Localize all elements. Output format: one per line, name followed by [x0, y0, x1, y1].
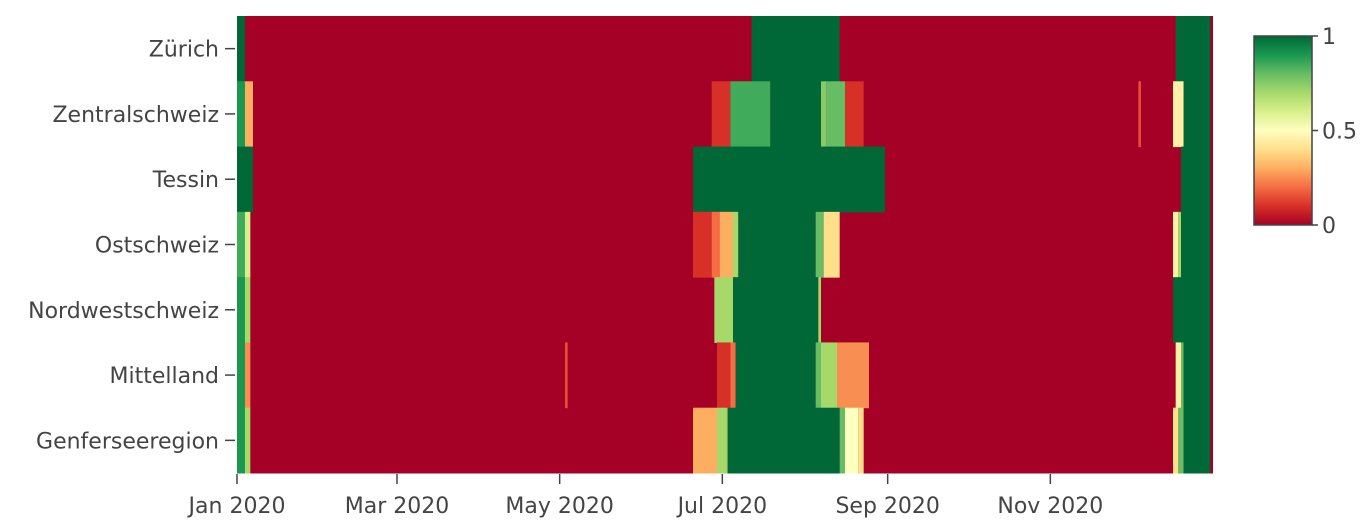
- heatmap-cell: [693, 407, 717, 474]
- heatmap-cell: [693, 211, 712, 278]
- y-tick-label: Nordwestschweiz: [28, 299, 219, 324]
- x-tick-label: Mar 2020: [345, 494, 450, 519]
- heatmap-cell: [714, 277, 733, 343]
- heatmap-cell: [858, 407, 864, 474]
- y-tick-label: Ostschweiz: [95, 234, 219, 259]
- heatmap-cell: [237, 16, 245, 82]
- y-tick-label: Mittelland: [110, 364, 220, 389]
- heatmap-cell: [730, 81, 771, 148]
- heatmap-cell: [717, 407, 728, 474]
- heatmap-cell: [565, 342, 568, 409]
- heatmap-cell: [839, 407, 845, 474]
- heatmap-cell: [711, 211, 720, 278]
- x-tick-label: Jan 2020: [187, 494, 286, 519]
- heatmap-row-zrich: [237, 16, 1213, 82]
- heatmap-cell: [245, 211, 251, 278]
- heatmap-cell: [719, 211, 733, 278]
- heatmap-cell: [1181, 211, 1211, 278]
- heatmap-cell: [1183, 342, 1211, 409]
- x-axis: Jan 2020 Mar 2020 May 2020 Jul 2020 Sep 2020…: [187, 474, 1103, 519]
- y-tick-label: Genferseeregion: [36, 429, 219, 454]
- heatmap-cell: [1183, 81, 1211, 148]
- colorbar-tick-label: 0.5: [1322, 120, 1357, 145]
- colorbar: 00.51: [1253, 25, 1357, 239]
- x-tick-label: Nov 2020: [997, 494, 1103, 519]
- heatmap-cell: [1178, 211, 1181, 278]
- y-tick-label: Tessin: [152, 168, 219, 193]
- heatmap-cell: [733, 277, 819, 343]
- heatmap-cell: [821, 81, 827, 148]
- heatmap-cell: [738, 211, 816, 278]
- heatmap-cell: [1138, 81, 1141, 148]
- heatmap-cell: [770, 81, 821, 148]
- heatmap-cell: [1181, 146, 1211, 213]
- heatmap-cell: [693, 146, 885, 213]
- plot-area: [237, 16, 1213, 474]
- y-axis: Zürich Zentralschweiz Tessin Ostschweiz Nord…: [28, 38, 235, 454]
- heatmap-cell: [845, 81, 864, 148]
- heatmap-cell: [1181, 342, 1184, 409]
- heatmap-cell: [711, 81, 731, 148]
- heatmap-cell: [245, 342, 251, 409]
- heatmap-cell: [717, 342, 731, 409]
- heatmap-cell: [733, 211, 739, 278]
- heatmap-cell: [1183, 407, 1211, 474]
- heatmap-cell: [1173, 211, 1179, 278]
- heatmap-cell: [1173, 407, 1179, 474]
- heatmap-cell: [1173, 81, 1184, 148]
- heatmap-cell: [823, 211, 840, 278]
- heatmap-cell: [245, 407, 251, 474]
- heatmap-cell: [1178, 407, 1184, 474]
- heatmap-cell: [730, 342, 736, 409]
- heatmap-cell: [751, 16, 840, 82]
- colorbar-tick-label: 0: [1322, 214, 1336, 239]
- heatmap-cell: [815, 342, 821, 409]
- heatmap-cell: [237, 81, 245, 148]
- heatmap-cell: [245, 277, 251, 343]
- heatmap-cell: [237, 211, 245, 278]
- heatmap-cell: [237, 277, 245, 343]
- colorbar-gradient: [1253, 35, 1313, 226]
- heatmap-cell: [837, 342, 869, 409]
- heatmap-cell: [237, 407, 245, 474]
- heatmap-cell: [1175, 342, 1181, 409]
- x-tick-label: Jul 2020: [676, 494, 768, 519]
- x-tick-label: May 2020: [505, 494, 613, 519]
- heatmap-cell: [815, 211, 824, 278]
- heatmap-cell: [245, 81, 253, 148]
- heatmap-cell: [821, 342, 837, 409]
- heatmap-cell: [818, 277, 821, 343]
- heatmap-cell: [845, 407, 859, 474]
- heatmap-cell: [1175, 16, 1211, 82]
- y-tick-label: Zürich: [149, 38, 219, 63]
- heatmap-cell: [1173, 277, 1211, 343]
- heatmap-cell: [237, 342, 245, 409]
- y-tick-label: Zentralschweiz: [52, 103, 219, 128]
- heatmap-cell: [826, 81, 845, 148]
- x-tick-label: Sep 2020: [835, 494, 939, 519]
- colorbar-tick-label: 1: [1322, 25, 1336, 50]
- heatmap-cell: [727, 407, 840, 474]
- heatmap-cell: [735, 342, 816, 409]
- heatmap-cell: [237, 146, 253, 213]
